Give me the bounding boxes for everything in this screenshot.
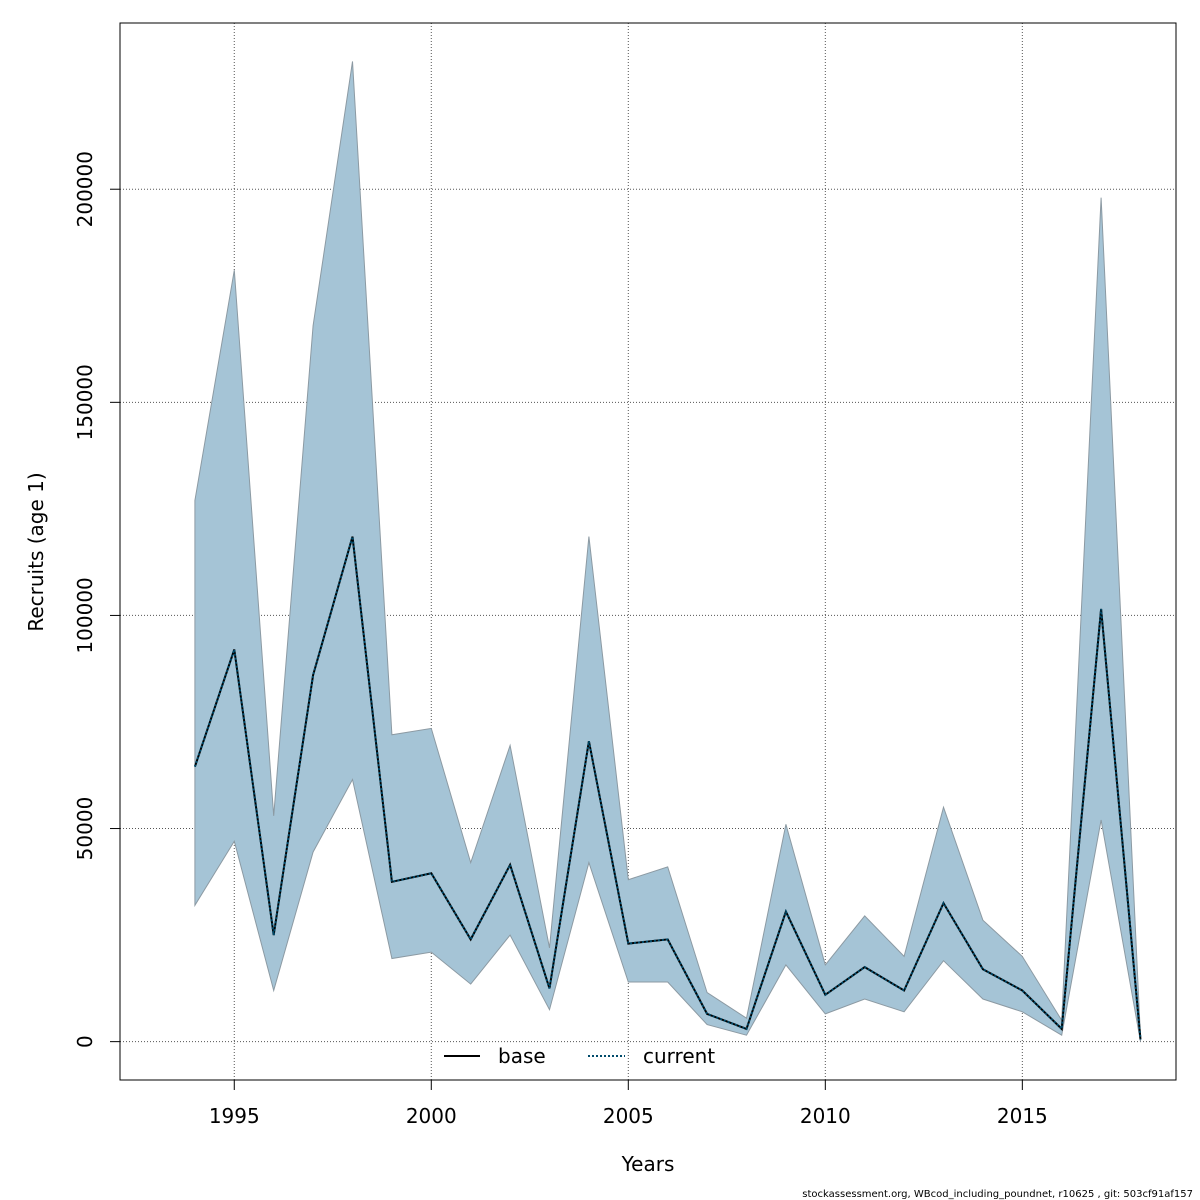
x-axis-title: Years: [621, 1152, 675, 1176]
x-tick-label: 2005: [603, 1104, 654, 1128]
x-tick-label: 1995: [209, 1104, 260, 1128]
x-axis: 1995 2000 2005 2010 2015: [209, 1080, 1048, 1128]
legend-label-base: base: [498, 1044, 546, 1068]
y-tick-label: 0: [73, 1035, 97, 1048]
y-axis: 0 50000 100000 150000 200000: [73, 151, 120, 1048]
footer-credit: stockassessment.org, WBcod_including_pou…: [802, 1189, 1193, 1200]
series-line-current: [193, 536, 1142, 1040]
plot-frame: [119, 22, 1177, 1081]
x-tick-label: 2015: [997, 1104, 1048, 1128]
y-axis-title: Recruits (age 1): [24, 472, 48, 631]
confidence-band: [194, 61, 1141, 1042]
y-tick-label: 150000: [73, 364, 97, 440]
legend-label-current: current: [643, 1044, 715, 1068]
y-tick-label: 100000: [73, 577, 97, 653]
x-tick-label: 2000: [406, 1104, 457, 1128]
y-tick-label: 50000: [73, 797, 97, 861]
legend: base current: [444, 1044, 715, 1068]
y-tick-label: 200000: [73, 151, 97, 227]
x-tick-label: 2010: [800, 1104, 851, 1128]
